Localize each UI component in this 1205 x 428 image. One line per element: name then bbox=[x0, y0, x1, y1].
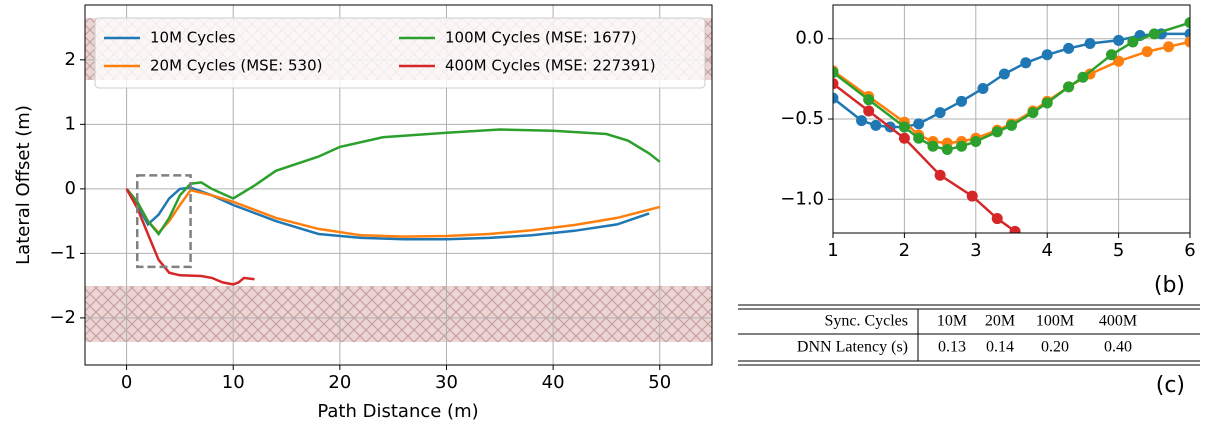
marker bbox=[998, 68, 1010, 80]
x-tick-label: 0 bbox=[121, 372, 132, 393]
marker bbox=[970, 135, 982, 147]
marker bbox=[833, 92, 839, 104]
marker bbox=[913, 118, 925, 130]
marker bbox=[1020, 57, 1032, 69]
marker bbox=[1041, 49, 1053, 61]
marker bbox=[856, 115, 868, 127]
table-header: 10M bbox=[937, 313, 967, 330]
marker bbox=[934, 107, 946, 119]
marker bbox=[941, 144, 953, 156]
marker bbox=[1084, 38, 1096, 50]
y-tick-label: −2 bbox=[49, 307, 76, 328]
marker bbox=[956, 95, 968, 107]
marker bbox=[1063, 42, 1075, 54]
marker bbox=[1041, 97, 1053, 109]
x-tick-label: 50 bbox=[648, 372, 671, 393]
y-tick-label: 0.0 bbox=[795, 28, 824, 49]
marker bbox=[1063, 81, 1075, 93]
panel-label: (b) bbox=[1154, 273, 1185, 298]
series-line bbox=[833, 82, 1016, 233]
marker bbox=[1141, 46, 1153, 58]
marker bbox=[1184, 17, 1190, 29]
marker bbox=[977, 82, 989, 94]
legend-label: 100M Cycles (MSE: 1677) bbox=[445, 29, 637, 47]
table-cell: 0.14 bbox=[986, 339, 1014, 356]
legend: 10M Cycles 20M Cycles (MSE: 530) 100M Cycl… bbox=[94, 17, 706, 89]
plot-area bbox=[833, 17, 1190, 233]
marker bbox=[966, 190, 978, 202]
marker bbox=[927, 140, 939, 152]
marker bbox=[898, 132, 910, 144]
marker bbox=[898, 121, 910, 133]
x-tick-label: 3 bbox=[970, 240, 981, 261]
table-cell: 0.13 bbox=[938, 339, 966, 356]
marker bbox=[1148, 28, 1160, 40]
marker bbox=[833, 78, 839, 90]
y-tick-label: 0 bbox=[65, 178, 76, 199]
x-tick-label: 20 bbox=[328, 372, 351, 393]
y-tick-label: −0.5 bbox=[780, 108, 824, 129]
marker bbox=[1127, 36, 1139, 48]
marker bbox=[991, 126, 1003, 138]
table-cell: 0.40 bbox=[1104, 339, 1132, 356]
marker bbox=[1077, 71, 1089, 83]
plot-area bbox=[125, 128, 661, 286]
marker bbox=[991, 213, 1003, 225]
x-tick-label: 40 bbox=[542, 372, 565, 393]
marker bbox=[1113, 55, 1125, 67]
panel-label: (c) bbox=[1156, 373, 1185, 398]
marker bbox=[1027, 107, 1039, 119]
marker bbox=[1105, 49, 1117, 61]
marker bbox=[1163, 41, 1175, 53]
legend-label: 10M Cycles bbox=[150, 29, 236, 47]
x-tick-label: 5 bbox=[1113, 240, 1124, 261]
marker bbox=[863, 105, 875, 117]
marker bbox=[934, 169, 946, 181]
marker bbox=[1113, 34, 1125, 46]
axes-frame bbox=[84, 4, 713, 366]
series-line bbox=[125, 186, 650, 241]
table-header: 100M bbox=[1036, 313, 1074, 330]
series-line bbox=[125, 188, 255, 286]
y-tick-label: −1.0 bbox=[780, 188, 824, 209]
table-header: 400M bbox=[1099, 313, 1137, 330]
marker bbox=[1009, 225, 1021, 233]
y-tick-label: −1 bbox=[49, 242, 76, 263]
axes-frame bbox=[832, 4, 1191, 234]
legend-label: 20M Cycles (MSE: 530) bbox=[150, 57, 322, 75]
x-tick-label: 6 bbox=[1184, 240, 1195, 261]
series-line bbox=[125, 128, 661, 237]
zoom-box bbox=[136, 174, 192, 269]
marker bbox=[956, 140, 968, 152]
x-tick-label: 2 bbox=[899, 240, 910, 261]
x-tick-label: 30 bbox=[435, 372, 458, 393]
x-tick-label: 10 bbox=[222, 372, 245, 393]
table-header: Sync. Cycles bbox=[824, 313, 908, 330]
table-header: 20M bbox=[985, 313, 1015, 330]
table-cell: DNN Latency (s) bbox=[797, 339, 908, 356]
y-tick-label: 2 bbox=[65, 49, 76, 70]
marker bbox=[870, 119, 882, 131]
table: Sync. Cycles 10M 20M 100M 400M DNN Latency (s… bbox=[738, 304, 1200, 366]
marker bbox=[913, 132, 925, 144]
x-axis-label: Path Distance (m) bbox=[317, 401, 478, 422]
obstacle bbox=[85, 286, 712, 342]
x-tick-label: 4 bbox=[1041, 240, 1052, 261]
y-tick-label: 1 bbox=[65, 113, 76, 134]
marker bbox=[833, 66, 839, 78]
marker bbox=[1184, 36, 1190, 48]
marker bbox=[1006, 119, 1017, 131]
legend-label: 400M Cycles (MSE: 227391) bbox=[445, 57, 656, 75]
table-cell: 0.20 bbox=[1041, 339, 1069, 356]
y-axis-label: Lateral Offset (m) bbox=[13, 105, 34, 265]
marker bbox=[863, 94, 875, 106]
x-tick-label: 1 bbox=[827, 240, 838, 261]
legend-box bbox=[94, 17, 706, 89]
